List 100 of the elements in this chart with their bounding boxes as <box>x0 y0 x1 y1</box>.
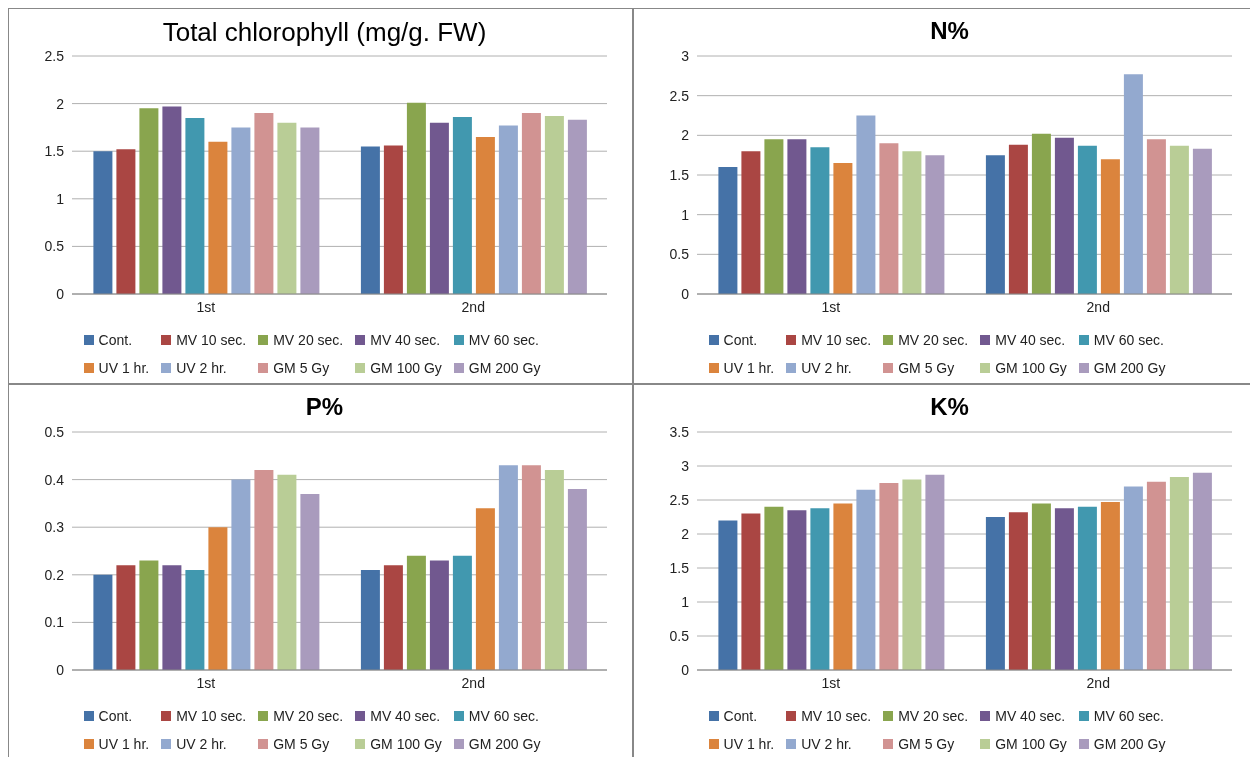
bar <box>277 122 297 294</box>
legend-label: MV 60 sec. <box>468 332 539 348</box>
x-tick-label: 2nd <box>461 674 485 691</box>
legend-label: MV 20 sec. <box>898 332 969 348</box>
legend-label: MV 10 sec. <box>801 332 872 348</box>
legend-label: UV 2 hr. <box>801 736 852 752</box>
x-tick-label: 2nd <box>1086 674 1110 691</box>
bar <box>1192 148 1212 294</box>
legend-label: MV 40 sec. <box>370 332 441 348</box>
bar <box>764 506 784 670</box>
legend-label: MV 40 sec. <box>370 708 441 724</box>
legend-label: MV 10 sec. <box>176 332 247 348</box>
y-tick-label: 0.3 <box>44 519 65 536</box>
y-tick-label: 1 <box>681 206 690 223</box>
bar <box>902 151 922 294</box>
y-tick-label: 2 <box>56 95 65 112</box>
bar <box>1008 512 1028 670</box>
y-tick-label: 2.5 <box>669 87 690 104</box>
bar <box>360 146 380 294</box>
bar <box>787 510 807 670</box>
bar <box>856 489 876 670</box>
bar <box>93 151 113 294</box>
bar <box>208 527 228 670</box>
legend-label: MV 60 sec. <box>1093 708 1164 724</box>
bar <box>718 520 738 670</box>
legend-label: GM 200 Gy <box>1093 360 1166 376</box>
y-tick-label: 0.5 <box>44 238 65 255</box>
bar <box>879 143 899 294</box>
bar <box>208 141 228 294</box>
legend-label: GM 100 Gy <box>995 360 1067 376</box>
bar <box>429 122 449 294</box>
bar <box>718 167 738 294</box>
bar <box>475 136 495 294</box>
bar <box>1031 133 1051 294</box>
bar <box>544 470 564 670</box>
bar <box>902 479 922 670</box>
legend-label: MV 20 sec. <box>898 708 969 724</box>
bar <box>1100 502 1120 670</box>
x-tick-label: 1st <box>196 674 216 691</box>
bar <box>1054 137 1074 294</box>
bar <box>1054 508 1074 670</box>
bar <box>1031 503 1051 670</box>
bar <box>879 483 899 670</box>
x-tick-label: 2nd <box>461 298 485 315</box>
y-tick-label: 0.5 <box>669 246 690 263</box>
legend-label: UV 1 hr. <box>723 360 775 376</box>
legend-label: MV 10 sec. <box>801 708 872 724</box>
bar <box>498 125 518 294</box>
legend-label: UV 2 hr. <box>176 360 227 376</box>
y-tick-label: 2 <box>681 525 690 542</box>
y-tick-label: 3.5 <box>669 423 690 440</box>
y-tick-label: 1.5 <box>44 143 65 160</box>
bar <box>1077 145 1097 294</box>
bar <box>254 113 274 294</box>
bar <box>116 565 136 670</box>
y-tick-label: 0 <box>681 285 690 302</box>
bar <box>300 127 320 294</box>
legend-label: GM 5 Gy <box>898 360 955 376</box>
legend-label: MV 10 sec. <box>176 708 247 724</box>
bar <box>429 560 449 670</box>
legend-label: MV 40 sec. <box>995 332 1066 348</box>
legend-label: GM 5 Gy <box>273 736 330 752</box>
bar <box>985 517 1005 670</box>
legend-label: UV 1 hr. <box>98 360 150 376</box>
x-tick-label: 1st <box>821 298 841 315</box>
y-tick-label: 2 <box>681 127 690 144</box>
y-tick-label: 0.4 <box>44 471 65 488</box>
y-tick-label: 0.5 <box>44 423 65 440</box>
legend-label: MV 40 sec. <box>995 708 1066 724</box>
x-tick-label: 2nd <box>1086 298 1110 315</box>
legend-label: Cont. <box>98 708 133 724</box>
bar <box>185 570 205 670</box>
x-tick-label: 1st <box>196 298 216 315</box>
y-tick-label: 1.5 <box>669 559 690 576</box>
bar <box>498 465 518 670</box>
legend-label: Cont. <box>98 332 133 348</box>
bar <box>1169 145 1189 294</box>
bar <box>925 474 945 670</box>
bar <box>1077 506 1097 670</box>
bar <box>300 493 320 670</box>
legend-label: GM 5 Gy <box>273 360 330 376</box>
chart-title: N% <box>930 17 969 44</box>
legend-label: Cont. <box>723 708 758 724</box>
bar <box>452 555 472 670</box>
legend-label: UV 2 hr. <box>801 360 852 376</box>
y-tick-label: 3 <box>681 47 690 64</box>
bar <box>1146 139 1166 294</box>
bar <box>1146 481 1166 670</box>
legend-label: GM 100 Gy <box>370 360 442 376</box>
legend-label: Cont. <box>723 332 758 348</box>
bar <box>254 470 274 670</box>
bar <box>856 115 876 294</box>
bar <box>475 508 495 670</box>
bar <box>116 149 136 294</box>
legend-label: UV 1 hr. <box>98 736 150 752</box>
bar <box>741 151 761 294</box>
bar <box>521 465 541 670</box>
y-tick-label: 0 <box>56 285 65 302</box>
legend-label: MV 20 sec. <box>273 708 344 724</box>
bar <box>406 102 426 294</box>
